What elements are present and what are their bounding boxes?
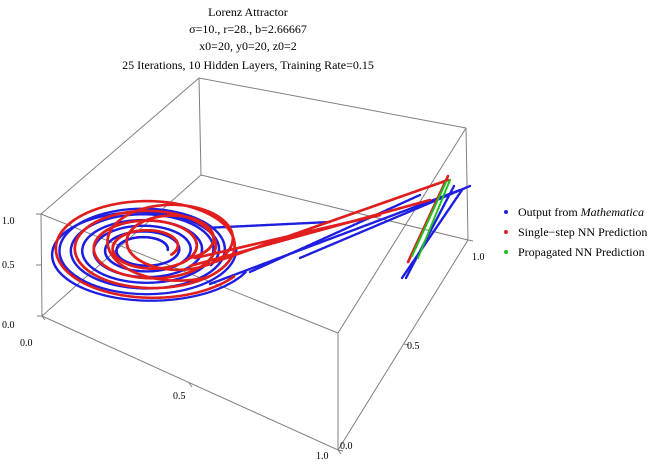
z-tick-label: 0.5 <box>2 260 15 271</box>
chart-title: Lorenz Attractor <box>208 5 288 19</box>
chart-subtitle-params: σ=10., r=28., b=2.66667 <box>189 22 307 36</box>
data-point <box>468 184 472 188</box>
series-mathematica <box>50 184 472 302</box>
x-tick-label: 1.0 <box>316 451 329 462</box>
y-tick-label: 0.5 <box>407 341 420 352</box>
plot-box <box>40 77 469 451</box>
data-point <box>418 193 422 197</box>
z-tick-label: 0.0 <box>2 320 15 331</box>
y-tick-label: 0.0 <box>340 441 353 452</box>
x-tick-label: 0.0 <box>20 338 33 349</box>
chart-subtitle-initial: x0=20, y0=20, z0=2 <box>199 39 297 53</box>
axis-tick <box>403 343 410 346</box>
axis-tick <box>337 449 342 455</box>
y-tick-label: 1.0 <box>472 252 485 263</box>
data-point <box>452 184 456 188</box>
axis-tick <box>41 315 46 321</box>
z-tick-label: 1.0 <box>2 216 15 227</box>
x-tick-label: 0.5 <box>173 391 186 402</box>
axis-tick <box>337 449 344 452</box>
data-point <box>166 248 169 252</box>
axis-tick <box>188 382 193 388</box>
chart-subtitle-training: 25 Iterations, 10 Hidden Layers, Trainin… <box>122 58 374 72</box>
data-point <box>460 188 464 192</box>
axis-tick <box>467 239 474 242</box>
tick-marks <box>36 213 474 455</box>
series-single-step <box>54 174 450 300</box>
